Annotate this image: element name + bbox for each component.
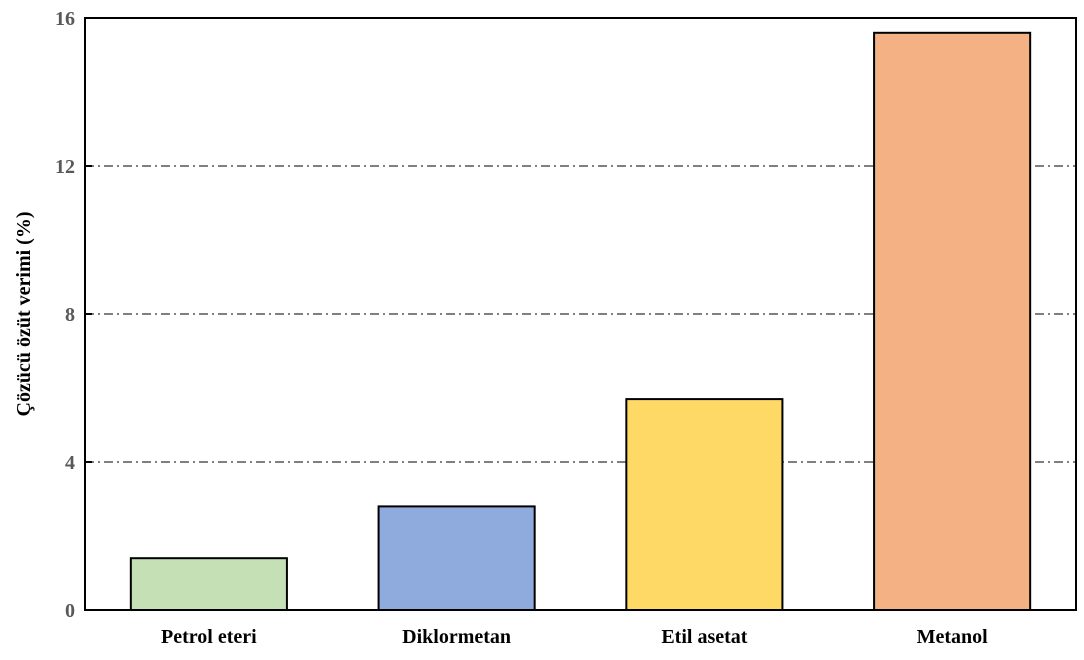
bars <box>129 31 1032 612</box>
y-tick-label-0: 0 <box>65 600 75 622</box>
y-tick-labels: 0 4 8 12 16 <box>55 8 75 622</box>
x-tick-label-0: Petrol eteri <box>161 626 257 648</box>
bar-3 <box>873 31 1032 612</box>
x-tick-label-2: Etil asetat <box>661 626 747 648</box>
x-tick-label-1: Diklormetan <box>402 626 511 648</box>
y-tick-label-12: 12 <box>55 156 75 178</box>
y-tick-label-4: 4 <box>65 452 75 474</box>
x-category-labels: Petrol eteri Diklormetan Etil asetat Metano… <box>161 626 988 648</box>
bar-2 <box>625 398 784 611</box>
y-tick-label-8: 8 <box>65 304 75 326</box>
bar-0 <box>129 557 288 612</box>
bar-1 <box>377 505 536 611</box>
y-axis-label: Çözücü özüt verimi (%) <box>13 212 35 417</box>
y-tick-label-16: 16 <box>55 8 75 30</box>
axes <box>84 17 1077 611</box>
x-tick-label-3: Metanol <box>917 626 989 648</box>
